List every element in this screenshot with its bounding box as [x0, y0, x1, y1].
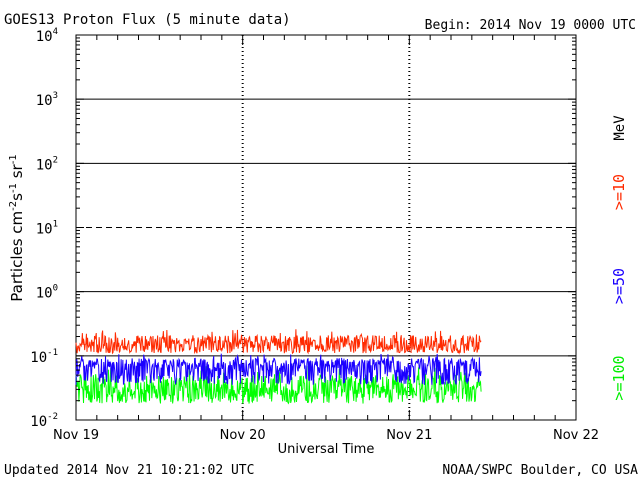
y-label-sup1: -2	[8, 201, 19, 211]
x-axis-ticks: Nov 19 Nov 20 Nov 21 Nov 22	[53, 35, 599, 443]
y-tick-base: 10	[36, 29, 53, 45]
y-label-main: Particles cm	[8, 211, 26, 302]
updated-label: Updated 2014 Nov 21 10:21:02 UTC	[4, 463, 254, 478]
y-tick-base: 10	[30, 350, 47, 366]
y-tick-base: 10	[36, 222, 53, 238]
y-tick-exponent: -2	[47, 412, 58, 422]
y-tick-exponent: 1	[53, 220, 58, 230]
y-label-s: s	[8, 193, 26, 201]
series-layer	[75, 329, 482, 405]
y-tick-exponent: -1	[47, 348, 58, 358]
x-tick-label: Nov 22	[553, 428, 599, 443]
y-tick-label: 10-2	[30, 412, 58, 430]
day-gridlines	[241, 35, 411, 420]
legend-gte50: >=50	[610, 268, 628, 304]
begin-label: Begin: 2014 Nov 19 0000 UTC	[425, 18, 636, 33]
y-tick-base: 10	[30, 414, 47, 430]
y-tick-label: 103	[36, 91, 58, 109]
y-tick-exponent: 2	[53, 155, 58, 165]
threshold-lines	[76, 98, 576, 357]
x-axis-label: Universal Time	[278, 442, 375, 457]
y-tick-base: 10	[36, 286, 53, 302]
source-label: NOAA/SWPC Boulder, CO USA	[442, 463, 638, 478]
y-tick-label: 104	[36, 27, 58, 45]
y-tick-base: 10	[36, 93, 53, 109]
x-tick-label: Nov 21	[386, 428, 432, 443]
y-tick-label: 101	[36, 220, 58, 238]
y-tick-label: 100	[36, 284, 58, 302]
series-line	[75, 353, 482, 385]
y-axis-label: Particles cm-2s-1 sr-1	[8, 154, 26, 301]
y-tick-base: 10	[36, 157, 53, 173]
y-tick-label: 10-1	[30, 348, 58, 366]
legend-gte10: >=10	[610, 174, 628, 210]
series-line	[75, 329, 482, 355]
legend-gte100: >=100	[610, 355, 628, 400]
y-tick-label: 102	[36, 155, 58, 173]
y-label-sr: sr	[8, 163, 26, 178]
series-line	[75, 366, 482, 405]
x-tick-label: Nov 20	[220, 428, 266, 443]
y-tick-exponent: 3	[53, 91, 58, 101]
y-label-sup3: -1	[8, 154, 19, 164]
chart-title: GOES13 Proton Flux (5 minute data)	[4, 12, 291, 28]
y-tick-exponent: 0	[53, 284, 58, 294]
y-label-sup2: -1	[8, 183, 19, 193]
units-label: MeV	[612, 115, 628, 141]
x-tick-label: Nov 19	[53, 428, 99, 443]
y-tick-exponent: 4	[53, 27, 58, 37]
